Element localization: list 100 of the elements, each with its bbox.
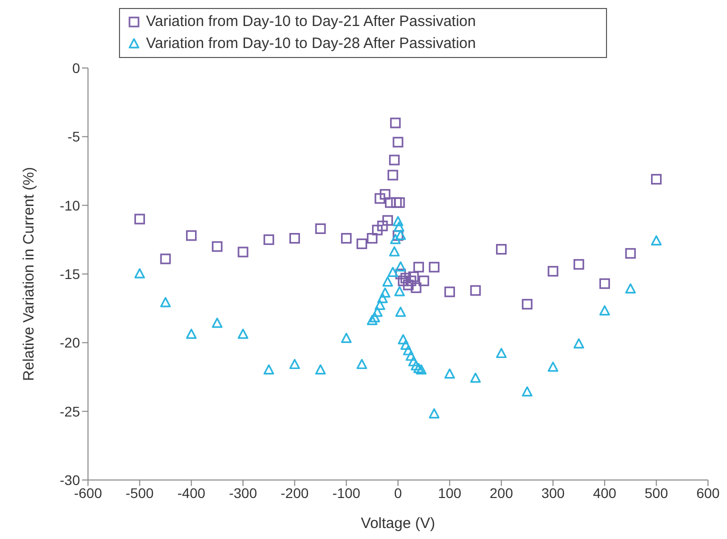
x-tick-label: 200: [490, 484, 514, 501]
point: [289, 358, 300, 370]
point: [408, 356, 419, 366]
point: [394, 222, 404, 232]
point: [470, 285, 481, 296]
point: [366, 314, 378, 326]
point: [356, 358, 368, 370]
point: [470, 372, 481, 383]
point: [372, 224, 383, 236]
point: [391, 197, 402, 208]
point: [186, 328, 197, 339]
y-tick-label: -5: [68, 128, 80, 145]
point: [380, 189, 390, 200]
x-tick-label: 300: [541, 484, 565, 501]
point: [382, 215, 393, 226]
point: [377, 220, 388, 232]
point: [651, 174, 662, 185]
point: [160, 297, 171, 308]
y-tick-label: 0: [72, 60, 80, 76]
point: [548, 362, 558, 372]
x-tick-label: -400: [177, 484, 206, 501]
point: [496, 348, 507, 358]
point: [398, 334, 408, 344]
point: [625, 283, 636, 294]
point: [413, 363, 424, 374]
point: [380, 287, 390, 298]
point: [388, 266, 398, 278]
x-tick-label: 600: [696, 484, 720, 501]
point: [341, 232, 352, 244]
legend-label: Variation from Day-10 to Day-28 After Passivation: [146, 34, 476, 54]
point: [264, 234, 274, 245]
point: [374, 300, 386, 310]
point: [390, 118, 401, 128]
point: [574, 259, 584, 270]
point: [264, 364, 274, 375]
point: [599, 278, 610, 289]
x-tick-label: -500: [126, 484, 154, 501]
legend-label: Variation from Day-10 to Day-21 After Passivation: [146, 12, 476, 32]
point: [428, 408, 440, 418]
point: [388, 170, 398, 180]
point: [400, 272, 412, 284]
point: [392, 216, 404, 226]
point: [212, 318, 222, 328]
point: [548, 266, 558, 277]
point: [398, 276, 408, 286]
point: [392, 136, 404, 148]
point: [410, 282, 422, 294]
point: [410, 360, 422, 370]
point: [134, 268, 145, 278]
point: [574, 338, 584, 348]
point: [389, 246, 400, 256]
point: [395, 230, 406, 240]
x-tick-label: -100: [332, 484, 361, 501]
point: [418, 276, 430, 286]
point: [382, 276, 393, 287]
y-tick-label: -10: [60, 197, 80, 214]
point: [651, 235, 662, 246]
point: [395, 306, 406, 317]
point: [315, 223, 326, 234]
point: [403, 345, 414, 356]
y-tick-label: -20: [60, 334, 80, 351]
point: [366, 232, 378, 244]
point: [403, 280, 414, 290]
x-tick-label: 500: [644, 484, 668, 501]
point: [496, 244, 507, 255]
point: [406, 350, 416, 361]
point: [160, 254, 171, 264]
y-tick-label: -15: [60, 266, 80, 282]
point: [289, 232, 300, 244]
point: [212, 241, 222, 252]
point: [356, 238, 368, 250]
point: [238, 328, 248, 339]
point: [377, 292, 388, 304]
point: [599, 305, 610, 316]
y-tick-label: -25: [60, 403, 80, 420]
point: [186, 230, 197, 241]
point: [390, 234, 401, 244]
point: [413, 262, 424, 272]
point: [394, 286, 405, 296]
point: [134, 214, 145, 224]
point: [395, 261, 406, 272]
point: [315, 364, 326, 375]
point: [341, 332, 352, 343]
x-tick-label: -200: [280, 484, 309, 501]
y-axis-title: Relative Variation in Current (%): [20, 167, 38, 381]
point: [372, 306, 383, 317]
x-tick-label: 100: [438, 484, 462, 501]
x-axis-title: Voltage (V): [360, 515, 436, 532]
x-tick-label: -300: [228, 484, 258, 501]
point: [400, 340, 412, 350]
point: [238, 246, 248, 258]
point: [416, 364, 427, 375]
point: [625, 248, 636, 259]
point: [522, 386, 532, 397]
point: [408, 271, 419, 282]
point: [444, 286, 455, 298]
point: [369, 312, 380, 322]
point: [374, 193, 386, 204]
point: [389, 154, 400, 166]
x-tick-label: 0: [394, 484, 402, 501]
